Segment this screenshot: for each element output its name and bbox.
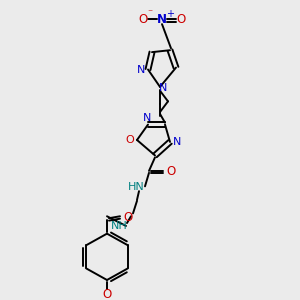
- Text: +: +: [166, 8, 174, 19]
- Text: N: N: [159, 83, 167, 93]
- Text: O: O: [176, 13, 186, 26]
- Text: O: O: [138, 13, 148, 26]
- Text: N: N: [157, 13, 167, 26]
- Text: O: O: [102, 288, 112, 300]
- Text: N: N: [143, 113, 151, 123]
- Text: O: O: [126, 135, 134, 145]
- Text: HN: HN: [128, 182, 144, 192]
- Text: N: N: [137, 64, 145, 74]
- Text: NH: NH: [111, 221, 128, 231]
- Text: O: O: [123, 211, 133, 224]
- Text: O: O: [167, 165, 176, 178]
- Text: N: N: [173, 137, 181, 147]
- Text: ⁻: ⁻: [147, 8, 153, 19]
